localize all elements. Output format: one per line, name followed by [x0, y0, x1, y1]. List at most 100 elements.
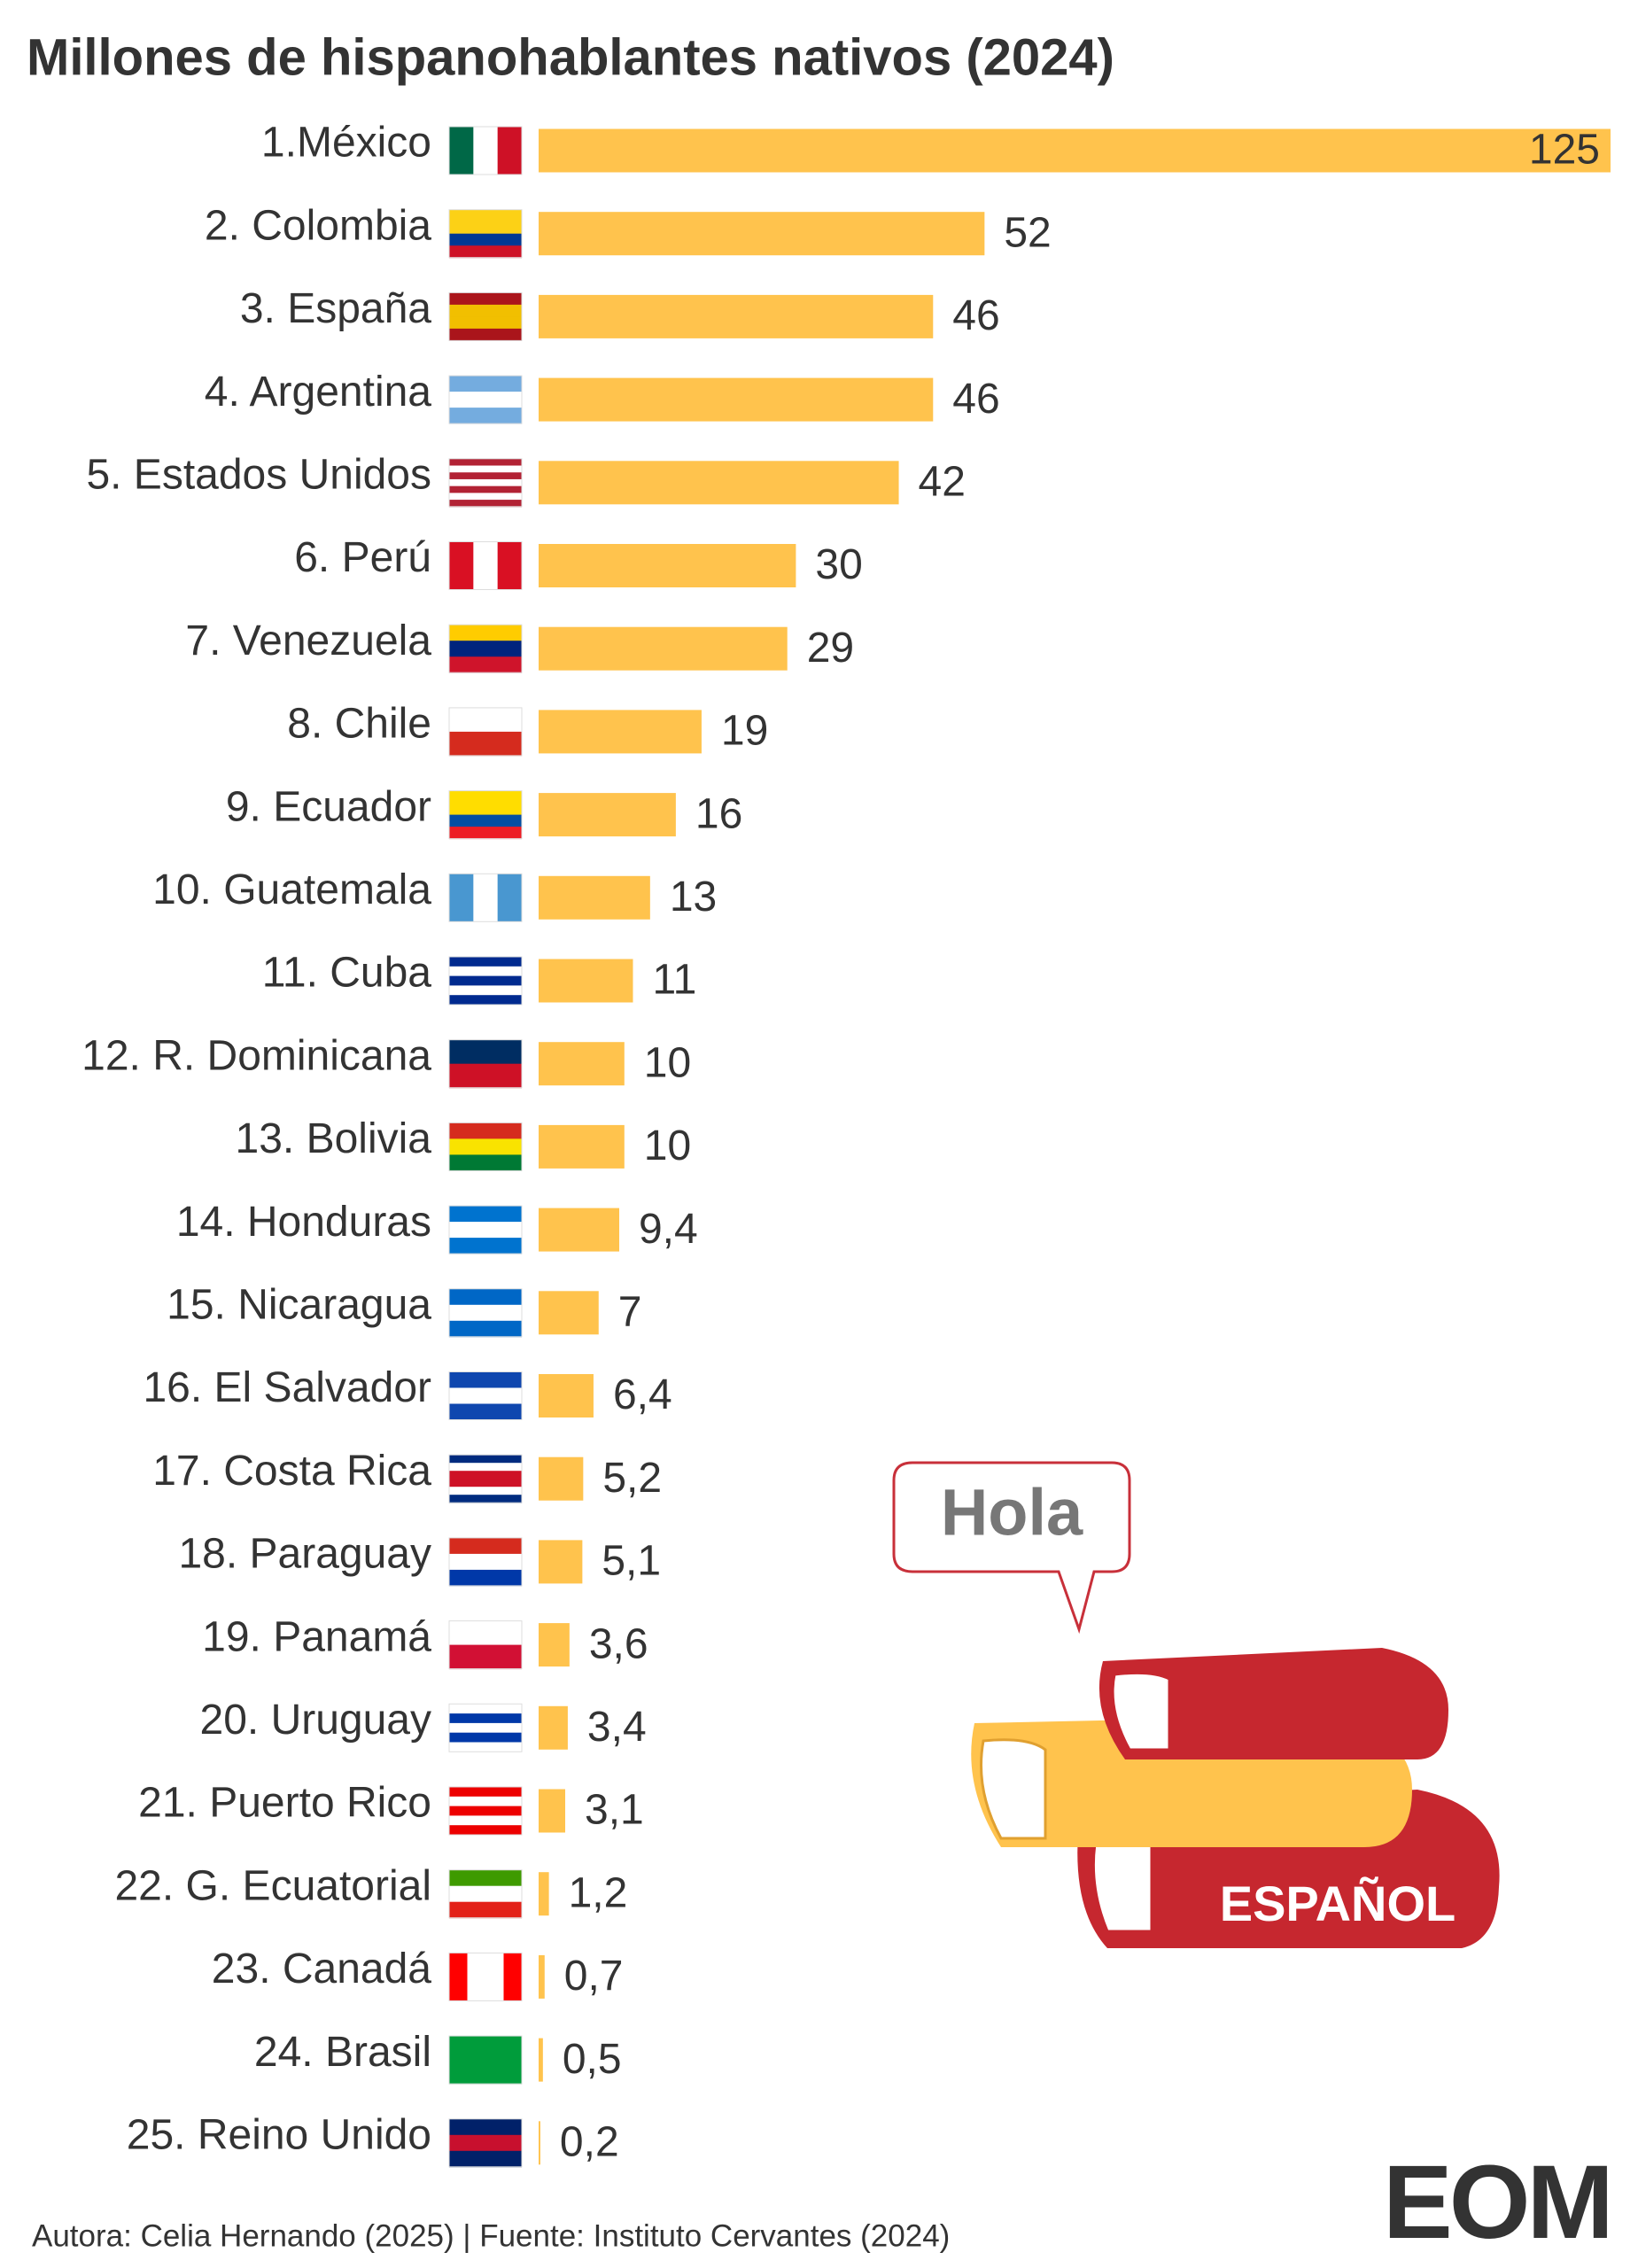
flag-border	[448, 2035, 523, 2085]
flag	[448, 1869, 523, 1919]
flag-stripe	[449, 1371, 522, 1388]
flag	[448, 1205, 523, 1254]
flag-stripe	[449, 1825, 522, 1836]
category-label: 17. Costa Rica	[152, 1448, 431, 1495]
flag-stripe	[449, 493, 522, 501]
flag-stripe	[449, 1644, 522, 1670]
flag-stripe	[449, 304, 522, 317]
flag-border	[448, 291, 523, 341]
flag	[448, 126, 523, 175]
bar	[539, 461, 899, 505]
value-label: 46	[952, 376, 999, 423]
speech-bubble	[892, 1461, 1131, 1635]
flag-border	[448, 126, 523, 175]
category-label: 8. Chile	[287, 701, 431, 748]
bar	[539, 1208, 619, 1252]
flag-stripe	[449, 1206, 522, 1223]
bar	[539, 544, 796, 587]
flag-stripe	[449, 625, 522, 641]
flag-stripe	[449, 2134, 522, 2152]
flag-stripe	[485, 1953, 504, 2001]
bar	[539, 710, 702, 754]
flag-stripe	[449, 731, 522, 757]
flag-stripe	[449, 803, 522, 816]
flag-stripe	[449, 408, 522, 424]
flag-stripe	[449, 1122, 522, 1139]
book-label: ESPAÑOL	[1220, 1876, 1456, 1931]
flag-stripe	[449, 472, 522, 480]
flag	[448, 1371, 523, 1420]
flag-border	[448, 375, 523, 424]
category-label: 10. Guatemala	[152, 866, 431, 913]
flag	[448, 1537, 523, 1587]
flag-stripe	[449, 2118, 522, 2136]
value-label: 5,1	[602, 1538, 661, 1585]
flag	[448, 1122, 523, 1171]
flag	[448, 1703, 523, 1752]
flag	[448, 2118, 523, 2168]
flag-stripe	[449, 478, 522, 487]
flag-stripe	[449, 458, 522, 467]
value-label: 13	[670, 874, 717, 920]
value-label: 10	[644, 1122, 691, 1169]
flag-stripe	[449, 500, 522, 508]
bar	[539, 1872, 549, 1916]
flag	[448, 707, 523, 757]
flag-stripe	[449, 292, 522, 306]
bar	[539, 2038, 543, 2082]
bar	[539, 2121, 540, 2165]
flag-stripe	[449, 1787, 522, 1798]
flag-stripe	[449, 957, 522, 967]
flag-stripe	[449, 790, 522, 804]
bar	[539, 959, 633, 1003]
value-label: 1,2	[569, 1869, 628, 1916]
flag-stripe	[449, 1471, 522, 1480]
flag-stripe	[449, 1403, 522, 1420]
flag	[448, 1288, 523, 1338]
flag-stripe	[449, 975, 522, 986]
flag-border	[448, 1122, 523, 1171]
flag-stripe	[449, 814, 522, 827]
flag-border	[448, 209, 523, 259]
flag-stripe	[449, 995, 522, 1006]
flag-stripe	[449, 1063, 522, 1089]
value-label: 3,6	[589, 1620, 648, 1667]
flag-stripe	[449, 1806, 522, 1816]
category-label: 7. Venezuela	[185, 617, 431, 664]
flag-stripe	[449, 1704, 522, 1714]
flag-stripe	[449, 827, 522, 840]
flag-stripe	[449, 245, 522, 259]
flag-stripe	[449, 1238, 522, 1254]
flag	[448, 209, 523, 259]
flag-stripe	[449, 1320, 522, 1338]
flag	[448, 1952, 523, 2001]
flag-border	[448, 1620, 523, 1670]
bar	[539, 212, 985, 256]
value-label: 19	[721, 708, 768, 755]
value-label: 3,1	[585, 1787, 644, 1834]
flag	[448, 291, 523, 341]
flag-border	[448, 458, 523, 508]
flag-border	[448, 707, 523, 757]
flag-stripe	[473, 127, 499, 175]
value-label: 125	[1529, 127, 1600, 174]
category-label: 16. El Salvador	[143, 1364, 431, 1411]
value-label: 9,4	[639, 1206, 698, 1253]
flag-stripe	[449, 376, 522, 392]
flag-stripe	[449, 1487, 522, 1495]
bar	[539, 1456, 584, 1501]
value-label: 10	[644, 1039, 691, 1086]
flag-border	[448, 1454, 523, 1503]
footer: Autora: Celia Hernando (2025) | Fuente: …	[32, 2218, 950, 2253]
illustration: Hola ESPAÑOL	[892, 1461, 1500, 1948]
flag	[448, 873, 523, 922]
flag-border	[448, 1288, 523, 1338]
flag-stripe	[449, 1713, 522, 1724]
flag-stripe	[449, 1387, 522, 1404]
flag-stripe	[449, 1222, 522, 1239]
flag-stripe	[449, 221, 522, 235]
flag-stripe	[449, 328, 522, 341]
flag-border	[448, 1786, 523, 1836]
flag-border	[448, 1869, 523, 1919]
